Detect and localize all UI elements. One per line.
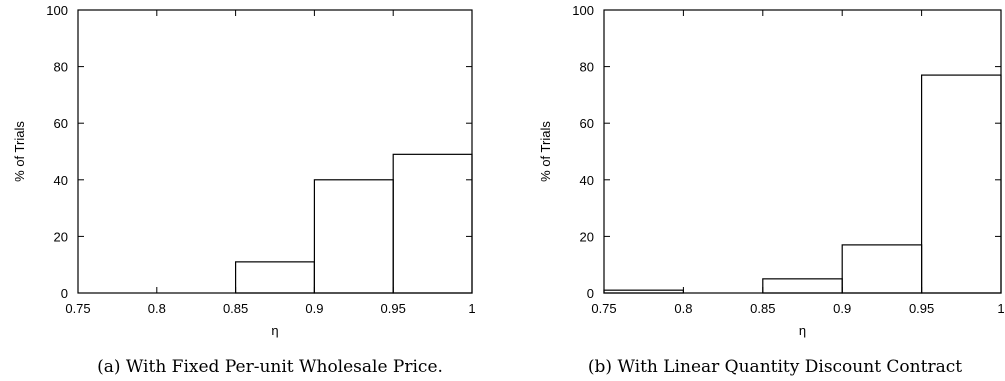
- y-tick-label: 40: [580, 173, 594, 188]
- y-tick-label: 100: [572, 3, 594, 18]
- bar: [762, 278, 843, 294]
- x-tick-label: 0.8: [674, 301, 692, 316]
- y-tick-label: 80: [580, 60, 594, 75]
- x-tick-label: 0.75: [65, 301, 90, 316]
- plot-frame: [603, 9, 1002, 294]
- bar: [313, 179, 394, 294]
- x-axis-label: η: [799, 323, 806, 338]
- chart-panel-0: 0 20 40 60 80 100 0.75 0.8 0.85 0.9 0.95 1 η % of Tri…: [12, 3, 476, 377]
- x-tick-label: 1: [997, 301, 1004, 316]
- figure-caption: (b) With Linear Quantity Discount Contra…: [588, 357, 962, 377]
- y-tick-label: 20: [580, 229, 594, 244]
- y-tick-label: 100: [46, 3, 68, 18]
- chart-panel-1: 0 20 40 60 80 100 0.75 0.8 0.85 0.9 0.95 1 η % of Tri…: [538, 3, 1005, 377]
- x-tick-label: 0.8: [148, 301, 166, 316]
- figure-caption: (a) With Fixed Per-unit Wholesale Price.: [97, 357, 443, 377]
- y-tick-label: 0: [61, 286, 68, 301]
- x-tick-label: 0.85: [223, 301, 248, 316]
- y-tick-label: 20: [54, 229, 68, 244]
- y-tick-label: 60: [580, 116, 594, 131]
- x-tick-label: 0.75: [591, 301, 616, 316]
- y-tick-label: 0: [587, 286, 594, 301]
- plot-frame: [77, 9, 473, 294]
- x-tick-label: 1: [468, 301, 475, 316]
- bar: [392, 153, 473, 294]
- x-tick-label: 0.95: [381, 301, 406, 316]
- x-tick-label: 0.9: [305, 301, 323, 316]
- x-tick-label: 0.85: [750, 301, 775, 316]
- bar: [235, 261, 316, 294]
- bar: [841, 244, 923, 294]
- x-tick-label: 0.9: [833, 301, 851, 316]
- y-tick-label: 40: [54, 173, 68, 188]
- x-tick-label: 0.95: [909, 301, 934, 316]
- y-axis-label: % of Trials: [12, 121, 27, 182]
- y-tick-label: 60: [54, 116, 68, 131]
- y-axis-label: % of Trials: [538, 121, 553, 182]
- x-axis-label: η: [271, 323, 278, 338]
- y-tick-label: 80: [54, 60, 68, 75]
- bar: [920, 74, 1002, 294]
